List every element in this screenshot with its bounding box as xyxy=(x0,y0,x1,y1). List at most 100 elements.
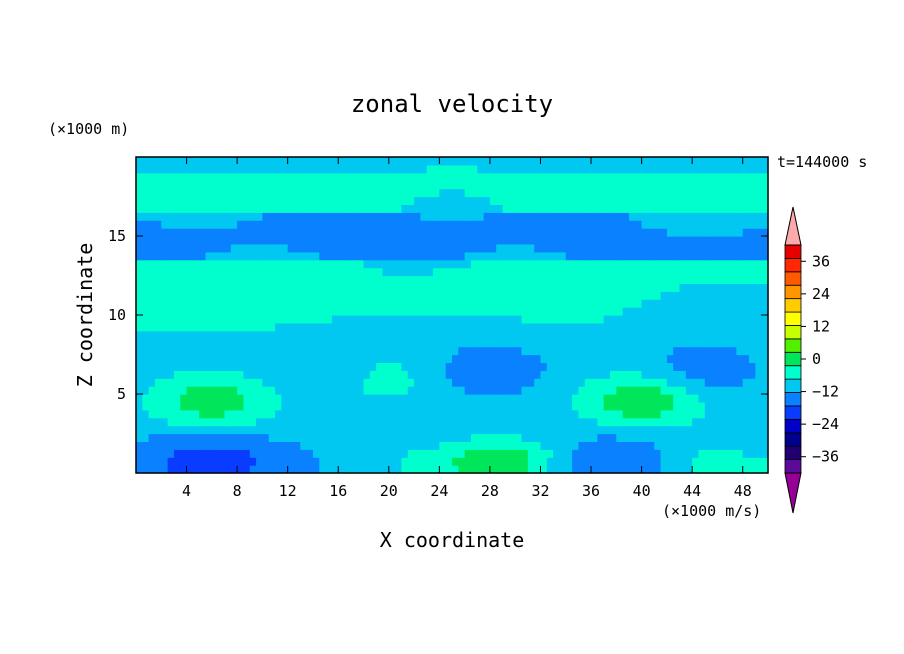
contour-cell xyxy=(603,425,611,435)
contour-cell xyxy=(489,425,497,435)
contour-cell xyxy=(275,291,282,300)
contour-cell xyxy=(692,180,700,190)
contour-cell xyxy=(281,251,289,261)
contour-cell xyxy=(679,346,687,356)
contour-cell xyxy=(597,236,605,245)
contour-cell xyxy=(591,172,598,182)
contour-cell xyxy=(357,204,365,213)
contour-cell xyxy=(673,243,681,253)
contour-cell xyxy=(306,212,314,221)
contour-cell xyxy=(584,330,592,340)
contour-cell xyxy=(319,409,327,419)
contour-cell xyxy=(287,180,295,190)
contour-cell xyxy=(572,322,579,332)
contour-cell xyxy=(420,228,428,237)
contour-cell xyxy=(477,291,485,300)
contour-cell xyxy=(616,394,624,403)
contour-cell xyxy=(755,386,763,395)
contour-cell xyxy=(173,204,181,213)
contour-cell xyxy=(237,267,245,277)
contour-cell xyxy=(357,386,365,395)
contour-cell xyxy=(610,394,617,403)
contour-cell xyxy=(218,417,226,427)
contour-cell xyxy=(154,228,162,237)
contour-cell xyxy=(319,259,327,269)
contour-cell xyxy=(666,228,674,237)
contour-cell xyxy=(591,346,598,356)
contour-cell xyxy=(692,251,700,261)
contour-cell xyxy=(679,409,687,419)
contour-cell xyxy=(515,307,523,316)
contour-cell xyxy=(199,457,207,466)
contour-cell xyxy=(597,196,605,205)
contour-cell xyxy=(527,220,535,229)
contour-cell xyxy=(300,228,308,237)
contour-cell xyxy=(647,465,655,474)
contour-cell xyxy=(325,441,333,450)
contour-cell xyxy=(192,449,200,458)
contour-cell xyxy=(698,457,706,466)
contour-cell xyxy=(692,172,700,182)
contour-cell xyxy=(755,157,763,166)
contour-cell xyxy=(369,164,377,174)
contour-cell xyxy=(281,259,289,269)
contour-cell xyxy=(749,220,756,229)
contour-cell xyxy=(742,164,750,174)
contour-cell xyxy=(742,251,750,261)
contour-cell xyxy=(275,299,282,308)
contour-cell xyxy=(610,307,617,316)
contour-cell xyxy=(388,275,396,284)
contour-cell xyxy=(268,441,276,450)
contour-cell xyxy=(186,243,194,253)
contour-cell xyxy=(306,425,314,435)
contour-cell xyxy=(736,338,744,348)
contour-cell xyxy=(249,441,257,450)
contour-cell xyxy=(256,338,263,348)
contour-cell xyxy=(496,465,504,474)
contour-cell xyxy=(635,386,643,395)
contour-cell xyxy=(755,299,763,308)
contour-cell xyxy=(344,386,352,395)
contour-cell xyxy=(275,433,282,442)
contour-cell xyxy=(685,362,693,371)
contour-cell xyxy=(211,243,219,253)
contour-cell xyxy=(331,291,339,300)
contour-cell xyxy=(584,409,592,419)
contour-cell xyxy=(616,370,624,379)
contour-cell xyxy=(167,243,175,253)
contour-cell xyxy=(527,243,535,253)
contour-cell xyxy=(205,362,213,371)
contour-cell xyxy=(136,172,143,182)
contour-cell xyxy=(180,338,188,348)
contour-cell xyxy=(647,204,655,213)
contour-cell xyxy=(224,212,232,221)
contour-cell xyxy=(647,330,655,340)
contour-cell xyxy=(325,465,333,474)
contour-cell xyxy=(685,394,693,403)
contour-cell xyxy=(407,188,415,198)
contour-cell xyxy=(369,228,377,237)
contour-cell xyxy=(180,283,188,292)
contour-cell xyxy=(616,164,624,174)
contour-cell xyxy=(262,425,270,435)
contour-cell xyxy=(641,212,649,221)
contour-cell xyxy=(749,172,756,182)
contour-cell xyxy=(679,417,687,427)
contour-cell xyxy=(717,188,725,198)
contour-cell xyxy=(319,188,327,198)
contour-cell xyxy=(704,338,712,348)
contour-cell xyxy=(749,330,756,340)
contour-cell xyxy=(186,346,194,356)
contour-cell xyxy=(439,315,447,324)
contour-cell xyxy=(205,188,213,198)
contour-cell xyxy=(591,394,598,403)
contour-cell xyxy=(218,172,226,182)
contour-cell xyxy=(199,172,207,182)
contour-cell xyxy=(420,275,428,284)
contour-cell xyxy=(401,236,409,245)
contour-cell xyxy=(559,457,567,466)
contour-cell xyxy=(711,394,719,403)
contour-cell xyxy=(312,465,320,474)
contour-cell xyxy=(489,267,497,277)
contour-cell xyxy=(502,228,510,237)
